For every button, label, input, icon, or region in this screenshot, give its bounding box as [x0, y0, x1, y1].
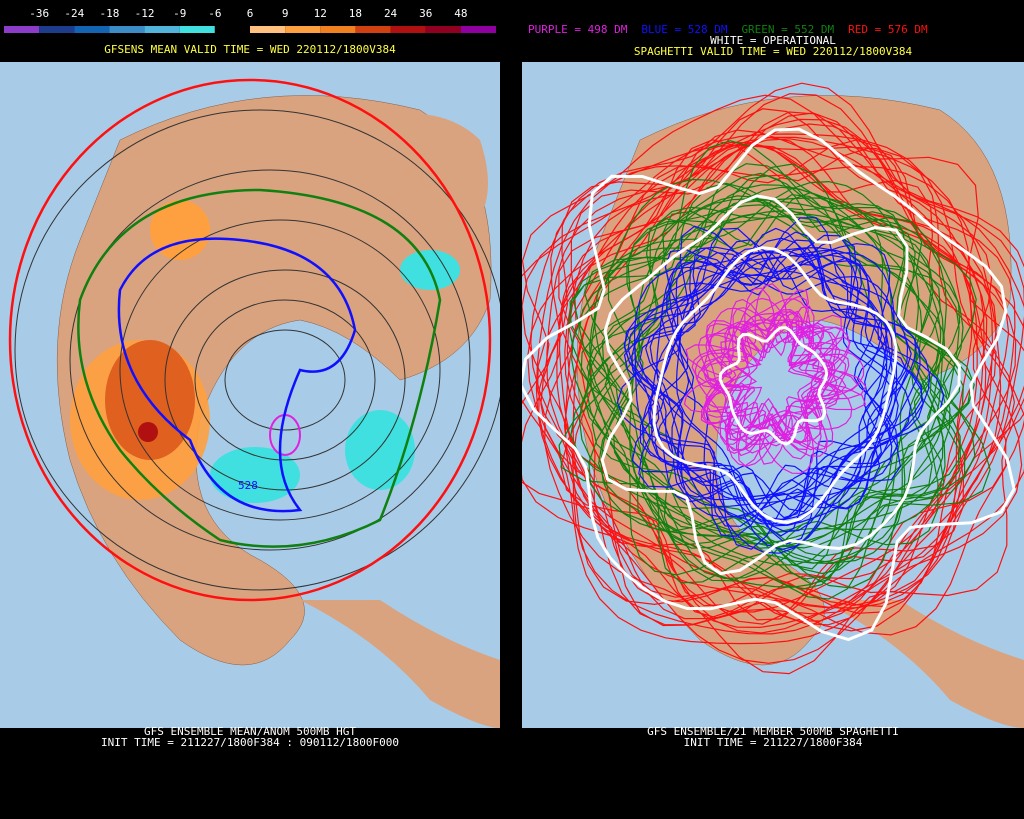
colorbar-swatch: [355, 26, 391, 33]
contour-line: [535, 165, 1002, 664]
legend-entry: BLUE = 528 DM: [641, 23, 727, 36]
contour-line: [718, 326, 829, 446]
colorbar-swatch: [250, 26, 286, 33]
contour-line: [546, 93, 1024, 636]
contour-line: [652, 246, 898, 524]
colorbar-swatch: [285, 26, 321, 33]
colorbar-swatch: [144, 26, 180, 33]
colorbar-label: -36: [29, 7, 49, 20]
contour-line: [627, 254, 899, 501]
contour-line: [522, 127, 1016, 642]
contour-line: [683, 320, 839, 446]
contour-line: [685, 307, 840, 442]
colorbar-label: 6: [247, 7, 254, 20]
colorbar-swatch: [4, 26, 40, 33]
contour-line: [654, 260, 923, 521]
colorbar-swatch: [214, 26, 250, 33]
contour-line: [600, 194, 961, 576]
left-footer: INIT TIME = 211227/1800F384 : 090112/180…: [101, 736, 399, 749]
legend-entry: PURPLE = 498 DM: [528, 23, 628, 36]
contour-line: [567, 140, 964, 582]
contour-line: [623, 227, 891, 513]
colorbar-label: -9: [173, 7, 186, 20]
colorbar-swatch: [39, 26, 75, 33]
contour-line: [530, 82, 1024, 632]
contour-line: [594, 180, 942, 565]
colorbar-swatch: [320, 26, 356, 33]
colorbar-label: 9: [282, 7, 289, 20]
left-title: GFSENS MEAN VALID TIME = WED 220112/1800…: [104, 43, 396, 56]
contour-line: [591, 203, 964, 549]
contour-line: [571, 186, 923, 564]
contour-line: [705, 283, 838, 452]
contour-line: [578, 198, 944, 545]
colorbar-swatch: [74, 26, 110, 33]
contour-line: [522, 136, 1023, 635]
right-footer: INIT TIME = 211227/1800F384: [684, 736, 863, 749]
right-title: SPAGHETTI VALID TIME = WED 220112/1800V3…: [634, 45, 913, 58]
colorbar-label: 12: [314, 7, 327, 20]
legend-entry: RED = 576 DM: [848, 23, 928, 36]
contour-line: [522, 133, 1024, 645]
colorbar-label: 36: [419, 7, 432, 20]
contour-line: [660, 263, 893, 501]
contour-line: [696, 289, 841, 441]
contour-line: [639, 247, 888, 537]
contour-line: [639, 243, 945, 527]
colorbar-label: 18: [349, 7, 362, 20]
left-map: 528: [0, 62, 500, 728]
colorbar-swatch: [390, 26, 426, 33]
contour-label: 528: [238, 479, 258, 492]
colorbar-label: -6: [208, 7, 221, 20]
left-footer: GFS ENSEMBLE MEAN/ANOM 500MB HGT: [144, 725, 356, 738]
contour-line: [536, 118, 1017, 613]
contour-line: [631, 227, 912, 550]
contour-line: [589, 163, 960, 589]
legend-entry: GREEN = 552 DM: [741, 23, 834, 36]
colorbar-label: -24: [64, 7, 84, 20]
contour-line: [589, 178, 947, 580]
contour-line: [569, 182, 960, 590]
colorbar-label: 24: [384, 7, 398, 20]
contour-line: [584, 163, 991, 600]
contour-line: [538, 108, 988, 625]
contour-line: [563, 139, 1010, 619]
colorbar-label: -18: [99, 7, 119, 20]
contour-line: [633, 254, 894, 554]
contour-line: [641, 237, 921, 551]
contour-line: [586, 184, 946, 535]
colorbar-label: 48: [454, 7, 467, 20]
right-footer: GFS ENSEMBLE/21 MEMBER 500MB SPAGHETTI: [647, 725, 899, 738]
contour-line: [719, 312, 836, 460]
colorbar-label: -12: [135, 7, 155, 20]
contour-line: [703, 307, 834, 467]
contour-line: [556, 136, 978, 607]
operational-legend: WHITE = OPERATIONAL: [710, 34, 836, 47]
contour-line: [656, 246, 896, 522]
contour-line: [623, 217, 909, 545]
contour-line: [580, 195, 961, 549]
contour-line: [700, 295, 847, 447]
colorbar-swatch: [425, 26, 461, 33]
right-map: [522, 62, 1024, 728]
colorbar-swatch: [460, 26, 496, 33]
contour-line: [522, 144, 1016, 629]
colorbar-swatch: [179, 26, 215, 33]
contour-line: [700, 312, 867, 443]
colorbar-swatch: [109, 26, 145, 33]
